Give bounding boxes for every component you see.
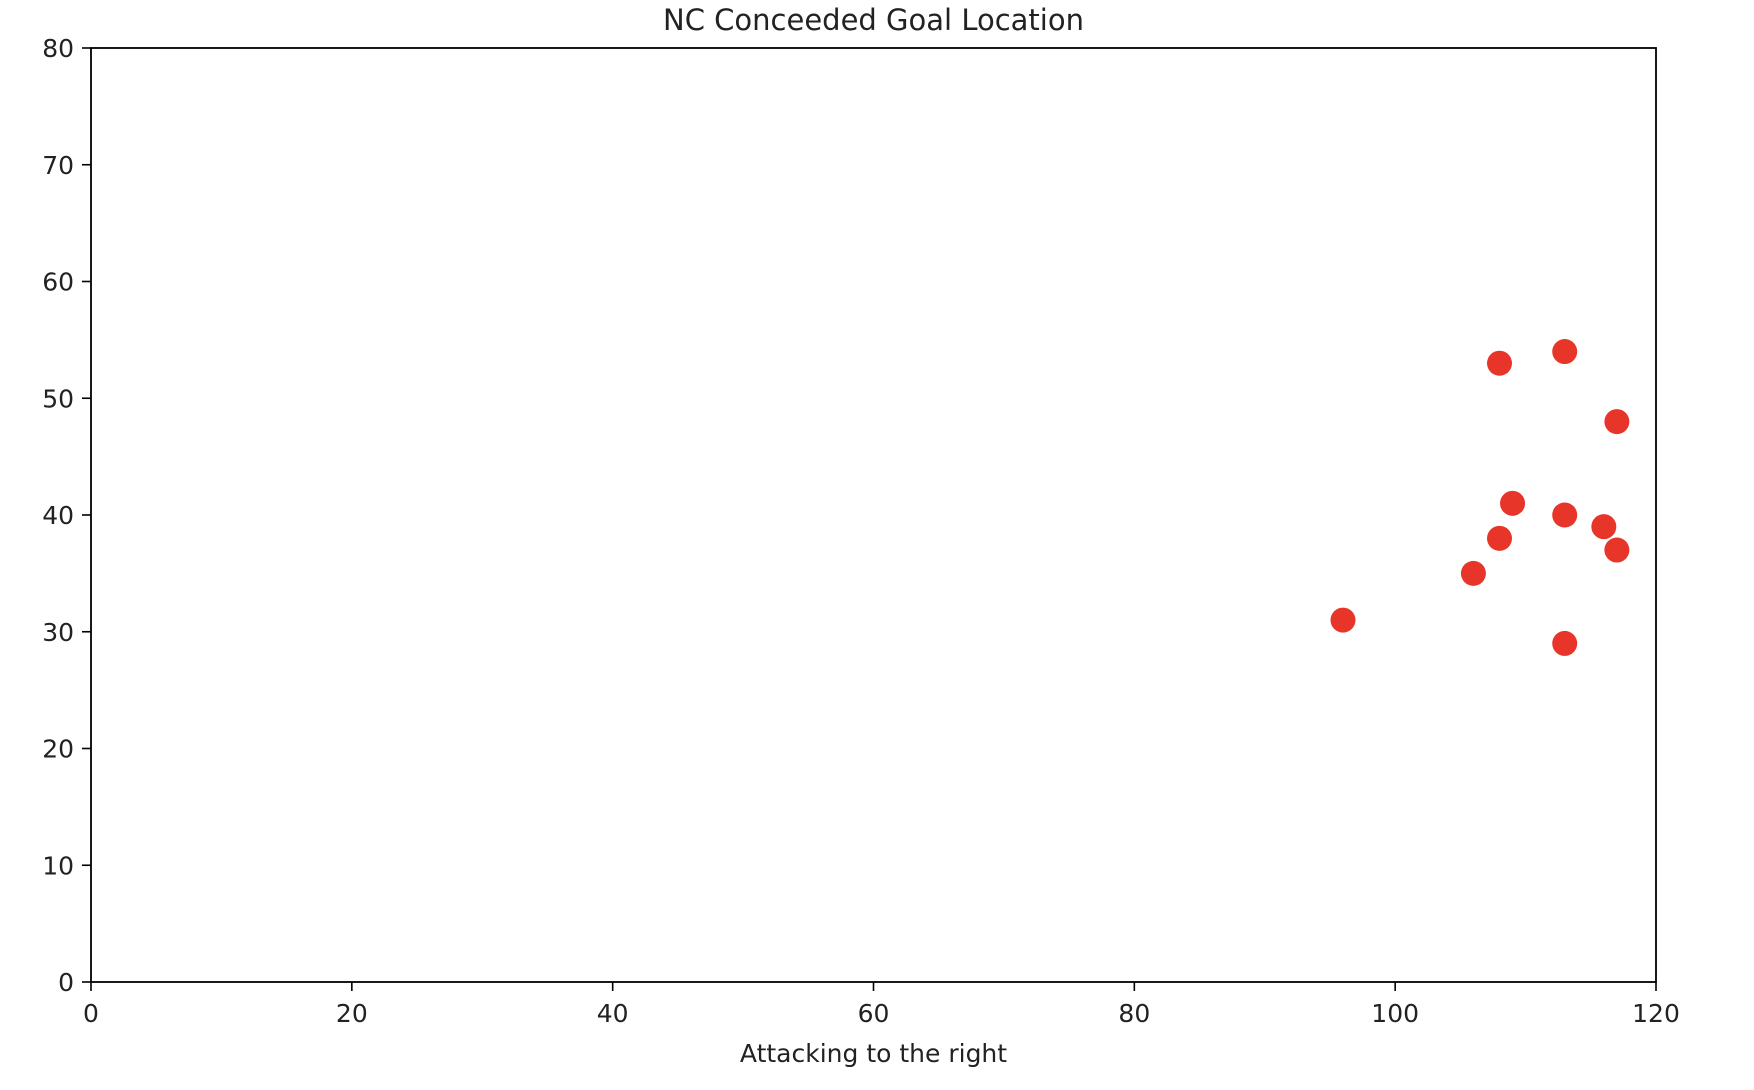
y-tick-label: 0	[58, 968, 74, 997]
data-point	[1500, 490, 1526, 516]
data-points	[1330, 339, 1630, 656]
x-tick-label: 80	[1118, 999, 1150, 1028]
plot-area-frame	[90, 47, 1657, 983]
data-point	[1604, 537, 1630, 563]
data-point	[1552, 339, 1578, 365]
x-tick-label: 120	[1632, 999, 1680, 1028]
y-tick-label: 30	[42, 618, 74, 647]
data-point	[1330, 607, 1356, 633]
y-tick-label: 40	[42, 501, 74, 530]
x-tick-label: 100	[1371, 999, 1419, 1028]
data-point	[1552, 502, 1578, 528]
y-tick-label: 10	[42, 851, 74, 880]
y-tick-label: 80	[42, 34, 74, 63]
x-tick-label: 60	[858, 999, 890, 1028]
data-point	[1487, 525, 1512, 551]
data-point	[1487, 350, 1512, 376]
x-tick-label: 20	[336, 999, 368, 1028]
data-point	[1591, 514, 1617, 540]
y-tick-label: 60	[42, 268, 74, 297]
y-axis-ticks: 0 10 20 30 40 50 60 70 80	[42, 34, 91, 997]
x-tick-label: 40	[597, 999, 629, 1028]
data-point	[1604, 409, 1630, 435]
y-tick-label: 70	[42, 151, 74, 180]
x-axis-ticks: 0 20 40 60 80 100 120	[83, 982, 1680, 1028]
y-tick-label: 50	[42, 384, 74, 413]
chart-title: NC Conceeded Goal Location	[663, 3, 1084, 37]
x-tick-label: 0	[83, 999, 99, 1028]
data-point	[1460, 560, 1486, 586]
data-point	[1552, 630, 1578, 656]
x-axis-label: Attacking to the right	[740, 1039, 1007, 1068]
y-tick-label: 20	[42, 735, 74, 764]
